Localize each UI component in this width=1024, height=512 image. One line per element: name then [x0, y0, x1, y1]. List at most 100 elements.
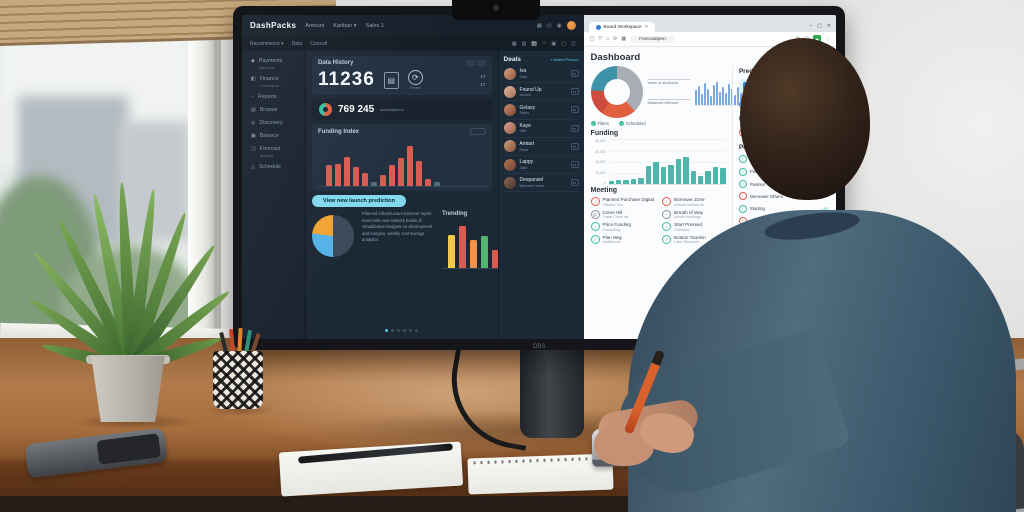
bar[interactable]	[492, 250, 499, 268]
toolbar-icon[interactable]: ▥	[521, 40, 527, 47]
chat-icon[interactable]: ▭	[570, 88, 579, 96]
chat-icon[interactable]: ▭	[570, 70, 579, 78]
deal-row[interactable]: Iva Help ▭	[503, 65, 579, 84]
page-dot[interactable]	[391, 329, 395, 332]
chat-icon[interactable]: ▭	[570, 106, 579, 114]
sync-icon[interactable]: ⟳	[407, 70, 423, 85]
toolbar-icon[interactable]: ▢	[561, 40, 566, 47]
page-dot[interactable]	[409, 329, 413, 332]
nav-item[interactable]: Sales 1	[365, 22, 384, 29]
deal-row[interactable]: Kaye Site ▭	[503, 120, 579, 138]
bar[interactable]	[380, 174, 386, 186]
tab-close-icon[interactable]: ✕	[644, 24, 649, 29]
page-dot[interactable]	[403, 329, 407, 332]
window-control-button[interactable]: –	[809, 23, 813, 29]
bar[interactable]	[481, 236, 488, 268]
browser-nav-icon[interactable]: ▢	[589, 36, 595, 42]
toolbar-icon[interactable]: ▦	[511, 40, 517, 47]
bar[interactable]	[448, 234, 455, 268]
meeting-item[interactable]: ✓ Price Funding Consulting	[590, 222, 655, 232]
topbar-icon[interactable]: ◉	[556, 22, 562, 29]
bar[interactable]	[326, 165, 332, 186]
toolbar-icon[interactable]: ◠	[541, 40, 547, 47]
document-icon[interactable]: ▤	[383, 71, 399, 89]
period-option[interactable]: 1T	[480, 81, 486, 87]
add-person-link[interactable]: + Added Person	[549, 57, 579, 62]
bar[interactable]	[389, 165, 395, 186]
toolbar-icon[interactable]: ◫	[570, 40, 576, 47]
toolbar-icon[interactable]: ▣	[551, 40, 557, 47]
card-action-button[interactable]	[476, 60, 486, 66]
page-dot[interactable]	[415, 329, 419, 332]
bar[interactable]	[407, 145, 413, 186]
deal-row[interactable]: Found Up Amach ▭	[503, 83, 579, 102]
sidebar-item[interactable]: ◎ Discovery	[242, 117, 305, 130]
bar[interactable]	[335, 163, 341, 186]
bar[interactable]	[398, 158, 404, 186]
pending-row[interactable]: ✓ Position	[738, 178, 829, 190]
meeting-item[interactable]: ! Planned Purchase Digital Present 10a	[590, 197, 655, 207]
sidebar-item[interactable]: ◧ Finance Commerce	[242, 73, 305, 91]
bar[interactable]	[459, 226, 466, 268]
sidebar-item[interactable]: ▤ Browse	[242, 104, 305, 117]
browser-tab[interactable]: Board Workspace ✕	[588, 22, 656, 32]
toolbar-item[interactable]: Consult	[310, 40, 328, 47]
bar[interactable]	[362, 173, 368, 186]
window-control-button[interactable]: ▢	[817, 23, 822, 29]
meeting-item[interactable]: ✓ Start Pressed Overview	[662, 222, 726, 232]
window-control-button[interactable]: ✕	[826, 23, 831, 29]
chart-options-button[interactable]	[469, 128, 486, 135]
period-option[interactable]: 1Y	[480, 73, 486, 79]
launch-prediction-button[interactable]: View new launch prediction	[312, 195, 407, 207]
pie-chart[interactable]	[312, 215, 354, 257]
sidebar-item[interactable]: ▣ Balance	[242, 130, 305, 143]
funding-bars[interactable]	[608, 139, 726, 185]
meeting-item[interactable]: ! Borrower Zone Annual Income 4h	[662, 197, 726, 207]
toolbar-item[interactable]: Recommerce ▾	[250, 40, 284, 47]
deal-row[interactable]: Golasy Sales ▭	[503, 101, 579, 120]
meeting-item[interactable]: ✓ Plan Way Multifunnel	[590, 234, 655, 244]
menu-icon[interactable]: ⋮	[824, 36, 830, 42]
deal-row[interactable]: Despansel Wheeled Lane ▭	[503, 174, 579, 193]
topbar-icon[interactable]: ▦	[536, 22, 542, 29]
browser-nav-icon[interactable]: ⟳	[613, 36, 618, 42]
meeting-item[interactable]: ◔ Breath of Way Whole meetings	[662, 209, 726, 219]
nav-item[interactable]: Kanban ▾	[333, 22, 357, 29]
bar[interactable]	[353, 166, 359, 186]
chat-icon[interactable]: ▭	[570, 179, 579, 187]
chat-icon[interactable]: ▭	[570, 124, 579, 132]
user-avatar[interactable]	[566, 21, 576, 30]
topbar-icon[interactable]: ◴	[546, 22, 552, 29]
browser-nav-icon[interactable]: ▽	[598, 36, 603, 42]
bar[interactable]	[416, 160, 422, 186]
bar[interactable]	[371, 182, 377, 186]
browser-nav-icon[interactable]: ▦	[621, 36, 627, 42]
bar[interactable]	[470, 239, 477, 268]
address-bar[interactable]: Forecastpen	[630, 35, 675, 43]
bar[interactable]	[425, 178, 431, 186]
plant-pot	[91, 356, 165, 422]
donut-chart[interactable]	[590, 66, 643, 118]
chat-icon[interactable]: ▭	[570, 142, 579, 150]
meeting-item[interactable]: ✓ Boston Tourism Later Research	[662, 234, 726, 244]
page-dot[interactable]	[397, 329, 401, 332]
nav-item[interactable]: Amount	[305, 22, 325, 29]
toolbar-item[interactable]: Data	[291, 40, 303, 47]
card-action-button[interactable]	[465, 60, 475, 66]
deal-row[interactable]: Lappy Jalin ▭	[503, 156, 579, 175]
sidebar-item[interactable]: ◔ Reports	[242, 91, 305, 104]
status-icon: ✓	[590, 234, 600, 244]
meeting-item[interactable]: ▤ Come Hill Trade Come list	[590, 209, 655, 219]
spark-bar	[715, 82, 718, 105]
chat-icon[interactable]: ▭	[570, 161, 579, 169]
bar[interactable]	[344, 157, 350, 186]
pending-row[interactable]: ✓ Starting LAG	[738, 203, 829, 215]
toolbar-icon[interactable]: ▤	[531, 41, 537, 47]
bar[interactable]	[434, 182, 440, 186]
sidebar-item[interactable]: ◆ Payments Discount	[242, 55, 305, 73]
sidebar-item[interactable]: ◲ Forecast Amount	[242, 143, 305, 161]
sidebar-item[interactable]: △ Schedule	[242, 161, 305, 174]
browser-nav-icon[interactable]: ⌂	[606, 36, 610, 42]
deal-row[interactable]: Amiart Rock ▭	[503, 138, 579, 156]
page-dot[interactable]	[385, 329, 389, 332]
